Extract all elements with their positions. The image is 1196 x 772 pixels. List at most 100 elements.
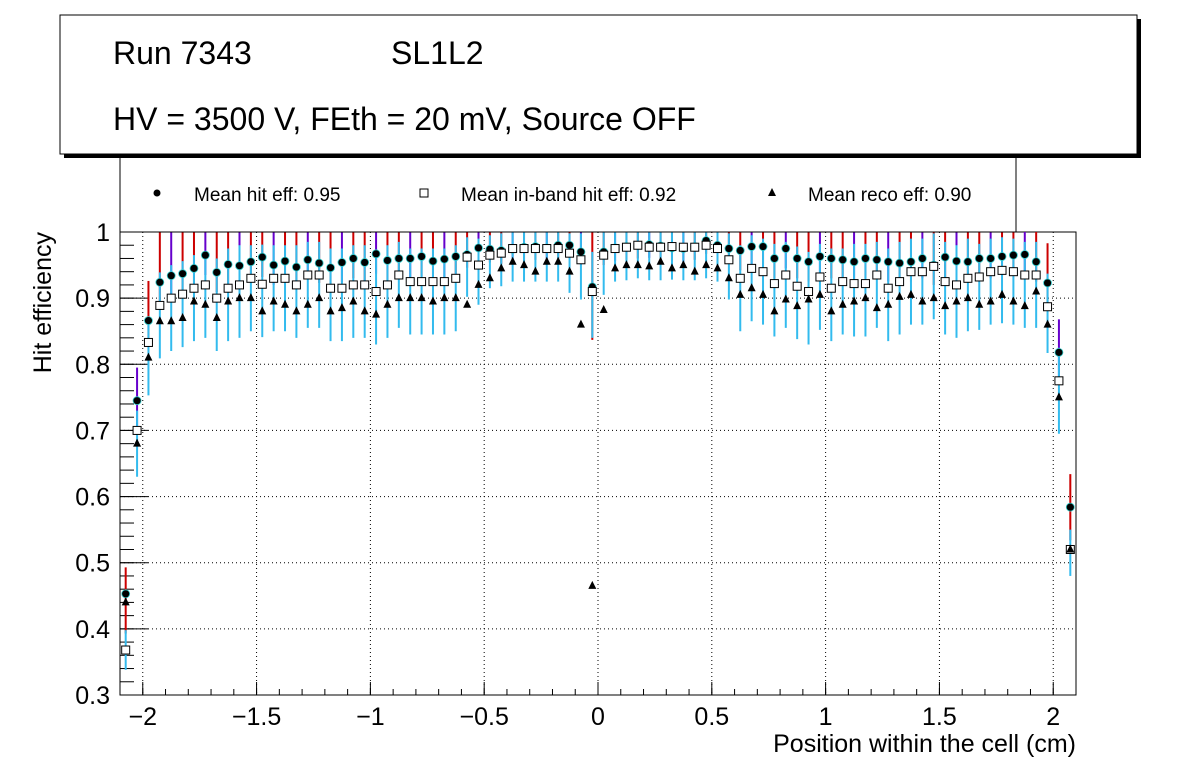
header-conditions: HV = 3500 V, FEth = 20 mV, Source OFF: [113, 101, 696, 137]
y-tick-label: 0.6: [75, 484, 110, 512]
inband-point: [986, 267, 996, 277]
inband-point: [656, 242, 666, 252]
inband-point: [235, 280, 244, 290]
reco-point: [1020, 301, 1029, 310]
y-axis: 0.3 0.4 0.5 0.6 0.7 0.8 0.9 1: [75, 219, 148, 710]
inband-point: [508, 244, 518, 254]
inband-point: [929, 261, 939, 271]
reco-point: [724, 273, 733, 282]
hit-point: [405, 254, 415, 263]
reco-point: [747, 283, 756, 292]
reco-point: [679, 260, 688, 269]
hit-point: [439, 254, 449, 264]
hit-point: [223, 260, 233, 269]
hit-point: [200, 250, 210, 260]
reco-point: [815, 289, 824, 298]
reco-point: [588, 580, 597, 589]
inband-point: [212, 293, 222, 303]
x-tick-label: 0.5: [694, 703, 729, 731]
inband-point: [314, 270, 324, 280]
hit-point: [724, 244, 734, 253]
hit-point: [178, 269, 187, 279]
hit-point: [212, 267, 222, 277]
legend-inband: Mean in-band hit eff: 0.92: [461, 185, 676, 206]
inband-point: [496, 248, 506, 258]
y-tick-label: 0.4: [75, 616, 110, 644]
inband-point: [690, 242, 700, 252]
legend-marker-reco: [768, 188, 776, 196]
reco-point: [428, 296, 437, 305]
reco-point: [201, 299, 210, 308]
reco-point: [645, 261, 654, 270]
hit-point: [360, 258, 370, 267]
inband-point: [530, 244, 540, 254]
inband-point: [1054, 376, 1064, 386]
hit-point: [474, 243, 483, 253]
inband-point: [633, 240, 643, 250]
reco-point: [315, 293, 324, 302]
inband-point: [1020, 270, 1030, 280]
inband-point: [189, 283, 199, 293]
inband-point: [1031, 270, 1041, 280]
hit-point: [804, 257, 813, 267]
reco-point: [667, 263, 676, 272]
reco-point: [155, 316, 164, 325]
inband-point: [519, 244, 529, 254]
hit-point: [314, 258, 324, 268]
inband-point: [906, 267, 916, 277]
reco-point: [542, 256, 551, 265]
reco-point: [497, 263, 506, 272]
inband-point: [952, 280, 961, 290]
reco-point: [656, 256, 665, 265]
reco-point: [906, 289, 915, 298]
reco-point: [269, 296, 278, 305]
reco-point: [884, 299, 893, 308]
reco-point: [508, 256, 517, 265]
inband-point: [553, 244, 563, 254]
inband-point: [417, 277, 427, 287]
reco-point: [838, 299, 847, 308]
inband-point: [1043, 302, 1053, 312]
series-layer: [121, 232, 1075, 670]
inband-point: [576, 255, 586, 265]
reco-point: [349, 296, 358, 305]
x-tick-label: −0.5: [460, 703, 509, 731]
hit-point: [781, 244, 791, 253]
hit-point: [940, 252, 950, 262]
inband-point: [565, 248, 575, 258]
reco-point: [736, 289, 745, 298]
reco-point: [611, 263, 620, 272]
reco-point: [144, 352, 153, 361]
hit-point: [166, 271, 176, 281]
hit-point: [337, 258, 347, 267]
hit-point: [1020, 250, 1030, 259]
reco-point: [212, 312, 221, 321]
reco-point: [246, 293, 255, 302]
hit-point: [838, 255, 848, 265]
inband-point: [542, 244, 552, 254]
inband-point: [997, 265, 1007, 275]
header-layer: SL1L2: [391, 35, 484, 71]
inband-point: [621, 242, 631, 252]
reco-point: [360, 306, 369, 315]
hit-point: [792, 254, 802, 263]
reco-point: [531, 266, 540, 275]
hit-point: [861, 254, 870, 263]
inband-point: [735, 273, 745, 283]
header-box: [59, 14, 1138, 155]
reco-point: [918, 296, 927, 305]
y-tick-label: 0.8: [75, 351, 110, 379]
reco-point: [861, 293, 870, 302]
x-tick-label: −1: [356, 703, 385, 731]
hit-point: [292, 262, 301, 272]
inband-point: [360, 280, 370, 290]
hit-point: [144, 316, 153, 326]
hit-point: [132, 396, 142, 406]
reco-point: [326, 306, 335, 315]
reco-point: [963, 293, 972, 302]
reco-point: [383, 299, 392, 308]
inband-point: [781, 270, 791, 280]
reco-point: [850, 296, 859, 305]
x-tick-label: 1.5: [922, 703, 957, 731]
